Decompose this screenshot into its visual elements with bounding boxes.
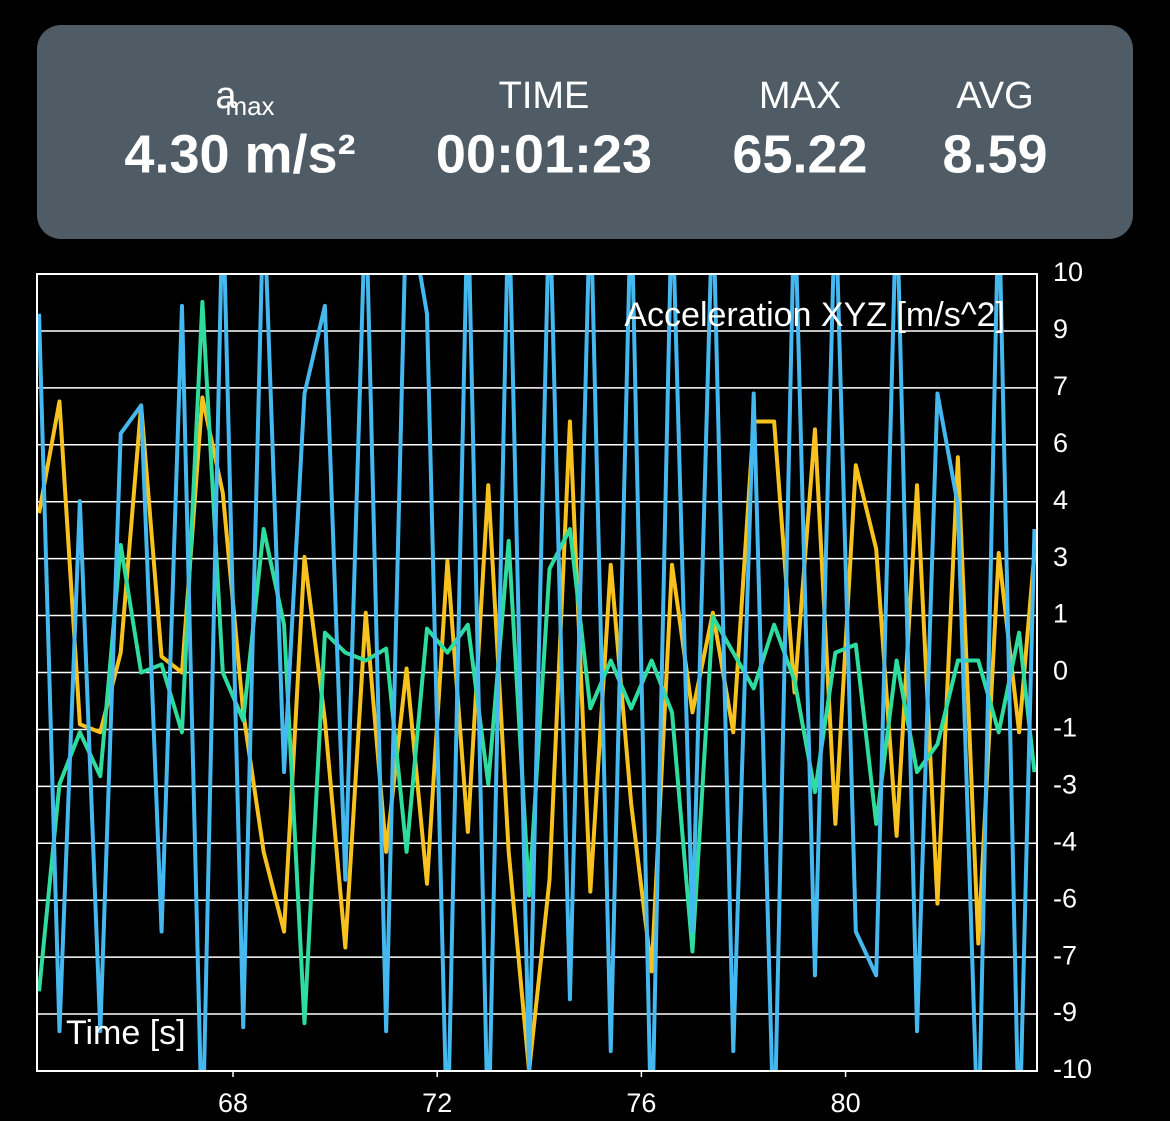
y-tick-label: 3 (1053, 542, 1068, 572)
x-tick-label: 68 (218, 1088, 248, 1118)
stat-subscript: max (225, 91, 274, 121)
x-tick-label: 80 (831, 1088, 861, 1118)
y-tick-label: -7 (1053, 940, 1077, 970)
y-tick-label: 7 (1053, 371, 1068, 401)
stat-label: TIME (499, 75, 590, 117)
y-tick-label: 1 (1053, 599, 1068, 629)
stats-panel (37, 25, 1133, 239)
y-tick-label: 0 (1053, 656, 1068, 686)
chart-title: Acceleration XYZ [m/s^2] (624, 296, 1005, 334)
y-tick-label: 10 (1053, 257, 1083, 287)
data-line (37, 274, 1037, 1071)
plot-frame (36, 273, 1038, 1072)
y-tick-label: 4 (1053, 485, 1068, 515)
y-tick-label: -10 (1053, 1054, 1092, 1084)
data-line (37, 395, 1037, 1071)
x-axis-label: Time [s] (66, 1014, 186, 1052)
x-tick-label: 76 (626, 1088, 656, 1118)
stat-symbol: a (215, 75, 237, 117)
stat-label: MAX (759, 75, 841, 117)
y-tick-label: 9 (1053, 314, 1068, 344)
stat-value: 8.59 (942, 124, 1047, 184)
y-tick-label: -9 (1053, 997, 1077, 1027)
x-tick-label: 72 (422, 1088, 452, 1118)
y-tick-label: -1 (1053, 713, 1077, 743)
y-tick-label: -6 (1053, 883, 1077, 913)
stat-value: 00:01:23 (436, 124, 652, 184)
stat-value: 65.22 (732, 124, 867, 184)
stat-value: 4.30 m/s² (124, 124, 355, 184)
data-line (37, 299, 1037, 1026)
y-tick-label: 6 (1053, 428, 1068, 458)
y-tick-label: -4 (1053, 826, 1077, 856)
stat-label: AVG (956, 75, 1033, 117)
y-tick-label: -3 (1053, 769, 1077, 799)
